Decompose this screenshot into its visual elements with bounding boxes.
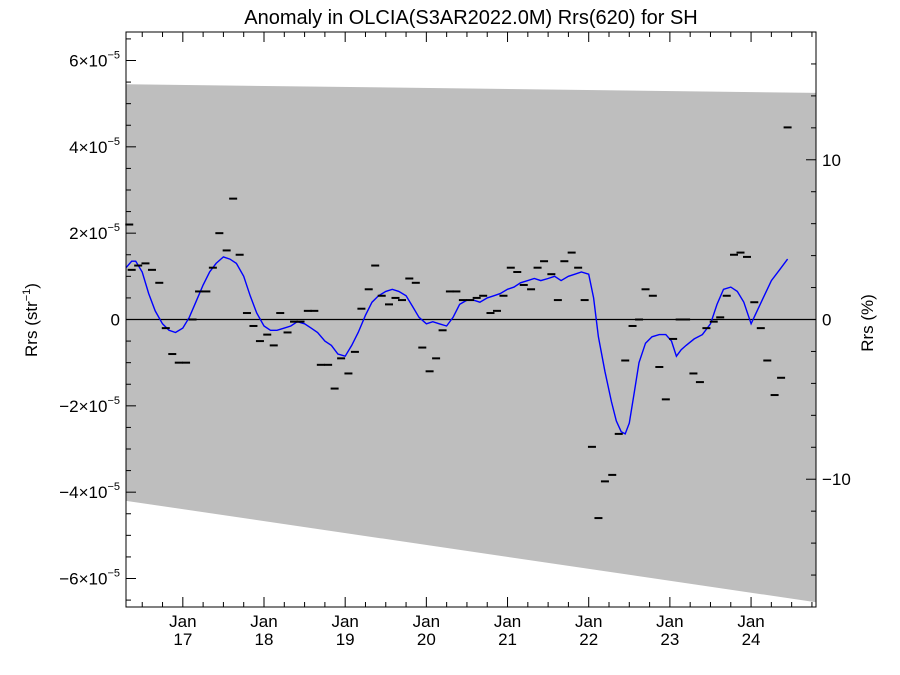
y-left-tick-mantissa: −6×10 xyxy=(59,570,107,589)
x-tick-year-label: 21 xyxy=(498,630,517,649)
y-right-tick-label: 0 xyxy=(822,311,831,330)
left-axis-title: Rrs (str−1) xyxy=(21,283,41,357)
y-left-tick-exponent: −5 xyxy=(107,222,120,234)
y-left-tick-label: 2×10−5 xyxy=(69,222,120,243)
right-axis-title: Rrs (%) xyxy=(858,294,877,352)
left-axis-title-close: ) xyxy=(22,283,41,289)
y-left-tick-label: −6×10−5 xyxy=(59,568,120,589)
x-tick-year-label: 20 xyxy=(417,630,436,649)
x-tick-month-label: Jan xyxy=(656,612,683,631)
y-left-tick-mantissa: 0 xyxy=(111,311,120,330)
y-right-tick-label: −10 xyxy=(822,470,851,489)
x-tick-month-label: Jan xyxy=(575,612,602,631)
y-left-tick-exponent: −5 xyxy=(107,49,120,61)
y-left-tick-label: −2×10−5 xyxy=(59,395,120,416)
y-left-tick-exponent: −5 xyxy=(107,395,120,407)
x-tick-month-label: Jan xyxy=(169,612,196,631)
y-left-tick-label: 4×10−5 xyxy=(69,136,120,157)
left-axis-title-sup: −1 xyxy=(21,289,33,302)
x-tick-year-label: 24 xyxy=(742,630,761,649)
y-left-tick-exponent: −5 xyxy=(107,481,120,493)
x-tick-year-label: 17 xyxy=(173,630,192,649)
plot-area: 6×10−54×10−52×10−50−2×10−5−4×10−5−6×10−5… xyxy=(59,31,851,649)
y-left-tick-mantissa: 6×10 xyxy=(69,51,107,70)
x-tick-year-label: 19 xyxy=(336,630,355,649)
y-left-tick-label: 0 xyxy=(111,311,120,330)
smoothed-anomaly-line xyxy=(125,256,789,435)
x-tick-month-label: Jan xyxy=(413,612,440,631)
left-axis-title-text: Rrs (str xyxy=(22,301,41,357)
y-left-tick-exponent: −5 xyxy=(107,136,120,148)
chart-title: Anomaly in OLCIA(S3AR2022.0M) Rrs(620) f… xyxy=(244,7,698,29)
y-left-tick-mantissa: 2×10 xyxy=(69,224,107,243)
x-tick-year-label: 18 xyxy=(255,630,274,649)
y-left-tick-exponent: −5 xyxy=(107,568,120,580)
x-tick-year-label: 22 xyxy=(579,630,598,649)
uncertainty-band xyxy=(126,84,816,603)
y-left-tick-mantissa: −2×10 xyxy=(59,397,107,416)
y-right-tick-label: 10 xyxy=(822,151,841,170)
y-left-tick-mantissa: −4×10 xyxy=(59,483,107,502)
x-tick-month-label: Jan xyxy=(737,612,764,631)
y-left-tick-mantissa: 4×10 xyxy=(69,138,107,157)
y-left-tick-label: 6×10−5 xyxy=(69,49,120,70)
y-left-tick-label: −4×10−5 xyxy=(59,481,120,502)
x-tick-year-label: 23 xyxy=(660,630,679,649)
x-tick-month-label: Jan xyxy=(494,612,521,631)
x-tick-month-label: Jan xyxy=(250,612,277,631)
x-tick-month-label: Jan xyxy=(331,612,358,631)
